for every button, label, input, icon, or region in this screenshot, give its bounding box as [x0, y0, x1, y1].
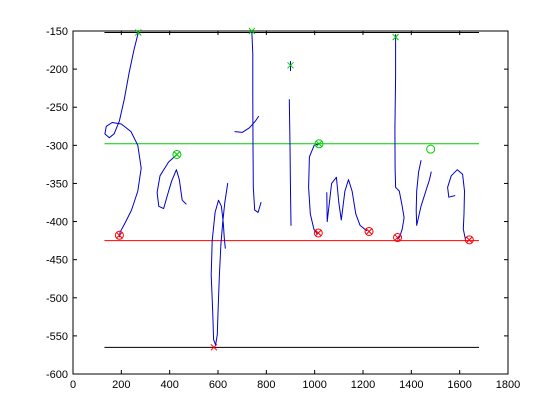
marker-circle	[393, 233, 403, 243]
x-tick-label-1: 200	[112, 379, 130, 391]
marker-circle	[364, 226, 374, 236]
marker-8	[313, 228, 323, 238]
marker-cross-b	[392, 33, 399, 41]
marker-6	[426, 144, 436, 154]
marker-cross-b	[210, 343, 218, 351]
marker-11	[464, 235, 474, 245]
x-tick-label-4: 800	[257, 379, 275, 391]
x-tick-label-3: 600	[209, 379, 227, 391]
pen-stroke-0	[104, 32, 142, 238]
marker-circle	[426, 144, 436, 154]
marker-4	[172, 149, 182, 159]
marker-0	[134, 29, 142, 36]
point-markers	[114, 27, 474, 351]
y-tick-label-3: -300	[46, 140, 68, 152]
marker-cross-b	[394, 234, 401, 241]
marker-3	[392, 33, 399, 41]
marker-7	[114, 230, 124, 240]
x-tick-label-7: 1400	[399, 379, 423, 391]
y-tick-label-5: -400	[46, 217, 68, 229]
y-tick-label-0: -150	[46, 26, 68, 38]
pen-stroke-6	[288, 99, 292, 226]
marker-2	[287, 61, 294, 69]
marker-circle	[313, 228, 323, 238]
marker-cross-b	[365, 228, 373, 235]
marker-cross-b	[248, 27, 256, 35]
marker-circle	[314, 139, 324, 149]
x-tick-label-6: 1200	[351, 379, 375, 391]
x-tick-label-8: 1600	[447, 379, 471, 391]
marker-circle	[464, 235, 474, 245]
pen-strokes	[104, 30, 467, 346]
y-axis-ticks: -150 -200 -250 -300 -350 -400 -450 -500 -550 -600	[46, 26, 508, 381]
pen-stroke-4	[234, 115, 260, 133]
marker-cross-b	[287, 61, 294, 69]
marker-10	[393, 233, 403, 243]
y-tick-label-8: -550	[46, 331, 68, 343]
y-tick-label-1: -200	[46, 64, 68, 76]
marker-circle	[114, 230, 124, 240]
marker-cross-b	[173, 151, 181, 158]
pen-stroke-3	[251, 30, 262, 213]
marker-cross-b	[314, 229, 322, 237]
y-tick-label-7: -500	[46, 293, 68, 305]
pen-stroke-11	[447, 169, 467, 242]
pen-stroke-1	[156, 154, 187, 210]
marker-cross-b	[134, 29, 142, 36]
pen-stroke-7	[308, 143, 320, 235]
pen-stroke-2	[210, 182, 229, 346]
x-tick-label-9: 1800	[496, 379, 520, 391]
y-tick-label-6: -450	[46, 255, 68, 267]
y-tick-label-4: -350	[46, 178, 68, 190]
x-tick-label-5: 1000	[302, 379, 326, 391]
marker-cross-b	[465, 236, 473, 244]
marker-circle	[172, 149, 182, 159]
reference-lines	[104, 32, 479, 348]
x-axis-ticks: 0 200 400 600 800 1000 1200 1400 1600 1800	[70, 31, 520, 391]
marker-5	[314, 139, 324, 149]
marker-cross-b	[116, 231, 123, 239]
pen-stroke-9	[394, 34, 405, 240]
pen-stroke-8	[326, 176, 368, 232]
x-tick-label-2: 400	[160, 379, 178, 391]
marker-9	[364, 226, 374, 236]
y-tick-label-9: -600	[46, 369, 68, 381]
y-tick-label-2: -250	[46, 102, 68, 114]
x-tick-label-0: 0	[70, 379, 76, 391]
marker-12	[210, 343, 218, 351]
marker-cross-b	[315, 140, 323, 148]
marker-1	[248, 27, 256, 35]
pen-stroke-10	[415, 160, 432, 226]
